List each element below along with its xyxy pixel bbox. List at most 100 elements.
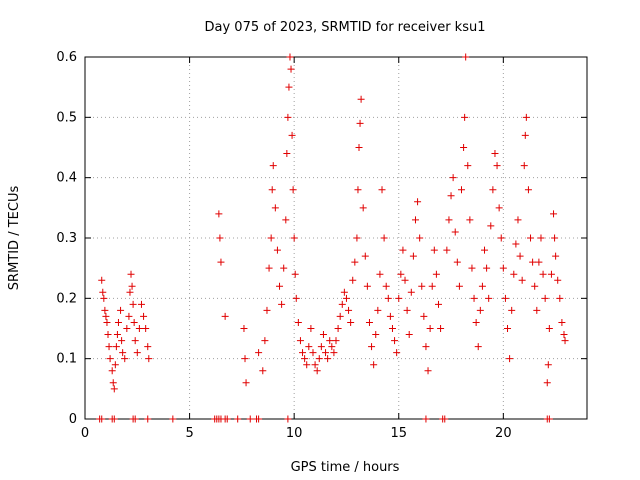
data-point [461, 113, 469, 121]
data-point [560, 331, 568, 339]
data-point [361, 252, 369, 260]
y-tick-label: 0.4 [56, 171, 77, 186]
data-point [113, 331, 121, 339]
data-point [130, 318, 138, 326]
data-point [521, 131, 529, 139]
data-point [280, 264, 288, 272]
data-point [342, 294, 350, 302]
data-point [451, 228, 459, 236]
data-point [354, 186, 362, 194]
data-point [422, 415, 430, 423]
data-point [489, 186, 497, 194]
data-point [330, 349, 338, 357]
data-point [510, 270, 518, 278]
data-point [112, 343, 120, 351]
data-point [399, 246, 407, 254]
x-tick-label: 15 [390, 426, 407, 441]
data-point [545, 325, 553, 332]
data-point [397, 270, 405, 278]
data-point [336, 312, 344, 320]
plot-frame [84, 56, 588, 420]
data-point [445, 216, 453, 224]
data-point [273, 246, 281, 254]
data-point [481, 246, 489, 254]
data-point [240, 325, 248, 332]
y-axis: 0 0.1 0.2 0.3 0.4 0.5 0.6 [56, 50, 587, 427]
data-point [552, 252, 560, 260]
y-tick-label: 0.1 [56, 352, 77, 367]
x-axis-title: GPS time / hours [291, 460, 400, 475]
data-point [241, 355, 249, 363]
data-point [437, 325, 445, 332]
data-point [142, 325, 150, 332]
data-point [380, 234, 388, 242]
data-point [217, 258, 225, 266]
data-point [259, 367, 267, 375]
data-point [449, 174, 457, 182]
data-point [355, 144, 363, 151]
data-point [268, 186, 276, 194]
data-point [109, 379, 117, 387]
data-point [460, 144, 468, 151]
data-point [332, 337, 340, 345]
data-point [284, 415, 292, 423]
data-point [374, 306, 382, 314]
data-point [393, 349, 401, 357]
data-point [140, 312, 148, 320]
data-point [311, 361, 319, 369]
data-point [365, 318, 373, 326]
y-tick-label: 0 [69, 412, 77, 427]
data-point [495, 204, 503, 212]
data-point [114, 318, 122, 326]
data-point [267, 234, 275, 242]
data-point [561, 337, 569, 345]
data-point [506, 355, 514, 363]
data-point [128, 282, 136, 290]
data-point [493, 162, 501, 170]
x-tick-label: 5 [185, 426, 193, 441]
y-tick-label: 0.5 [56, 110, 77, 125]
data-point [125, 312, 133, 320]
data-point [554, 276, 562, 284]
data-point [485, 294, 493, 302]
data-point [101, 306, 109, 314]
data-point [289, 186, 297, 194]
data-point [466, 216, 474, 224]
data-point [322, 349, 330, 357]
data-point [313, 367, 321, 375]
data-point [307, 325, 315, 332]
data-point [386, 312, 394, 320]
data-point [518, 276, 526, 284]
data-point [422, 343, 430, 351]
data-point [145, 355, 153, 363]
data-point [537, 234, 545, 242]
data-point [215, 210, 223, 218]
data-point [368, 343, 376, 351]
data-point [129, 300, 137, 308]
data-point [370, 361, 378, 369]
data-point [106, 355, 114, 363]
data-point [117, 306, 125, 314]
x-tick-label: 10 [286, 426, 303, 441]
data-point [102, 312, 110, 320]
data-point [326, 337, 334, 345]
data-points [96, 53, 569, 423]
data-point [535, 258, 543, 266]
data-point [468, 264, 476, 272]
grid [85, 57, 587, 419]
data-point [246, 415, 254, 423]
data-point [501, 294, 509, 302]
data-point [487, 222, 495, 230]
data-point [512, 240, 520, 248]
data-point [292, 294, 300, 302]
data-point [276, 282, 284, 290]
data-point [345, 306, 353, 314]
y-tick-label: 0.3 [56, 231, 77, 246]
data-point [432, 270, 440, 278]
data-point [462, 53, 470, 61]
data-point [478, 282, 486, 290]
data-point [169, 415, 177, 423]
data-point [126, 288, 134, 296]
data-point [414, 198, 422, 206]
data-point [395, 294, 403, 302]
